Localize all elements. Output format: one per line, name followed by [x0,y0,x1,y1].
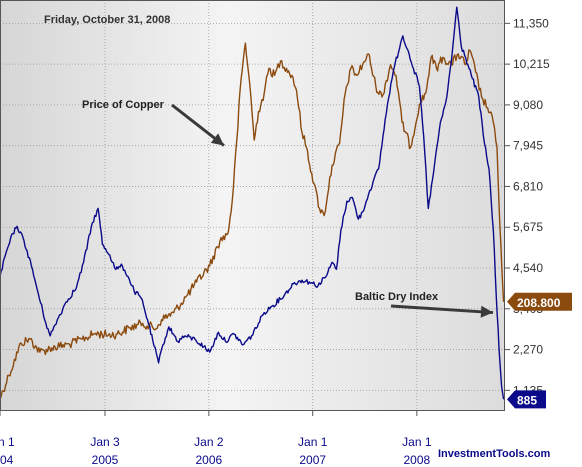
series-line-baltic-dry-index [0,6,505,400]
y-tick-label: 4,540 [513,261,543,275]
end-badge-shape [507,292,572,311]
x-tick-year-label: 2004 [0,453,14,467]
end-badge-copper: 208.800 [507,292,572,311]
plot-frame [0,0,505,411]
annotation-bdi-label: Baltic Dry Index [355,291,439,303]
arrow-shaft [390,304,494,315]
x-axis-strip [0,411,505,467]
y-tick-label: 9,080 [513,98,543,112]
arrow-head [210,133,224,146]
end-badge-shape [507,390,546,409]
x-tick-month-label: Jan 1 [0,435,15,449]
arrow-head [480,305,494,318]
annotation-bdi-arrow [390,304,494,318]
annotation-arrows [171,103,494,318]
x-tick-month-label: Jan 2 [194,435,224,449]
x-tick-year-label: 2007 [299,453,326,467]
y-tick-label: 6,810 [513,179,543,193]
series-layer [0,6,505,400]
y-tick-label: 10,215 [513,57,550,71]
end-badge-label: 885 [517,393,537,407]
watermark-label: InvestmentTools.com [438,448,550,460]
end-badge-label: 208.800 [517,296,561,310]
y-tick-label: 7,945 [513,139,543,153]
y-tick-label: 5,675 [513,220,543,234]
x-tick-year-label: 2005 [92,453,119,467]
end-badge-baltic-dry-index: 885 [507,390,546,409]
plot-background [0,0,505,411]
annotation-copper-label: Price of Copper [82,99,165,111]
x-tick-year-label: 2008 [403,453,430,467]
x-tick-year-label: 2006 [195,453,222,467]
y-tick-label: 11,350 [513,16,549,30]
x-axis: Jan 1 2004 Jan 3 2005 Jan 2 2006 Jan 1 2007 Jan … [0,411,432,467]
x-tick-month-label: Jan 3 [90,435,120,449]
x-tick-month-label: Jan 1 [298,435,328,449]
axis-strip [505,0,582,467]
end-value-badges: 208.800 885 [507,292,572,409]
chart-date-label: Friday, October 31, 2008 [44,14,170,26]
x-tick-month-label: Jan 1 [402,435,432,449]
annotation-copper-arrow [171,103,225,147]
grid-lines [0,0,505,411]
y-tick-label: 2,270 [513,343,543,357]
